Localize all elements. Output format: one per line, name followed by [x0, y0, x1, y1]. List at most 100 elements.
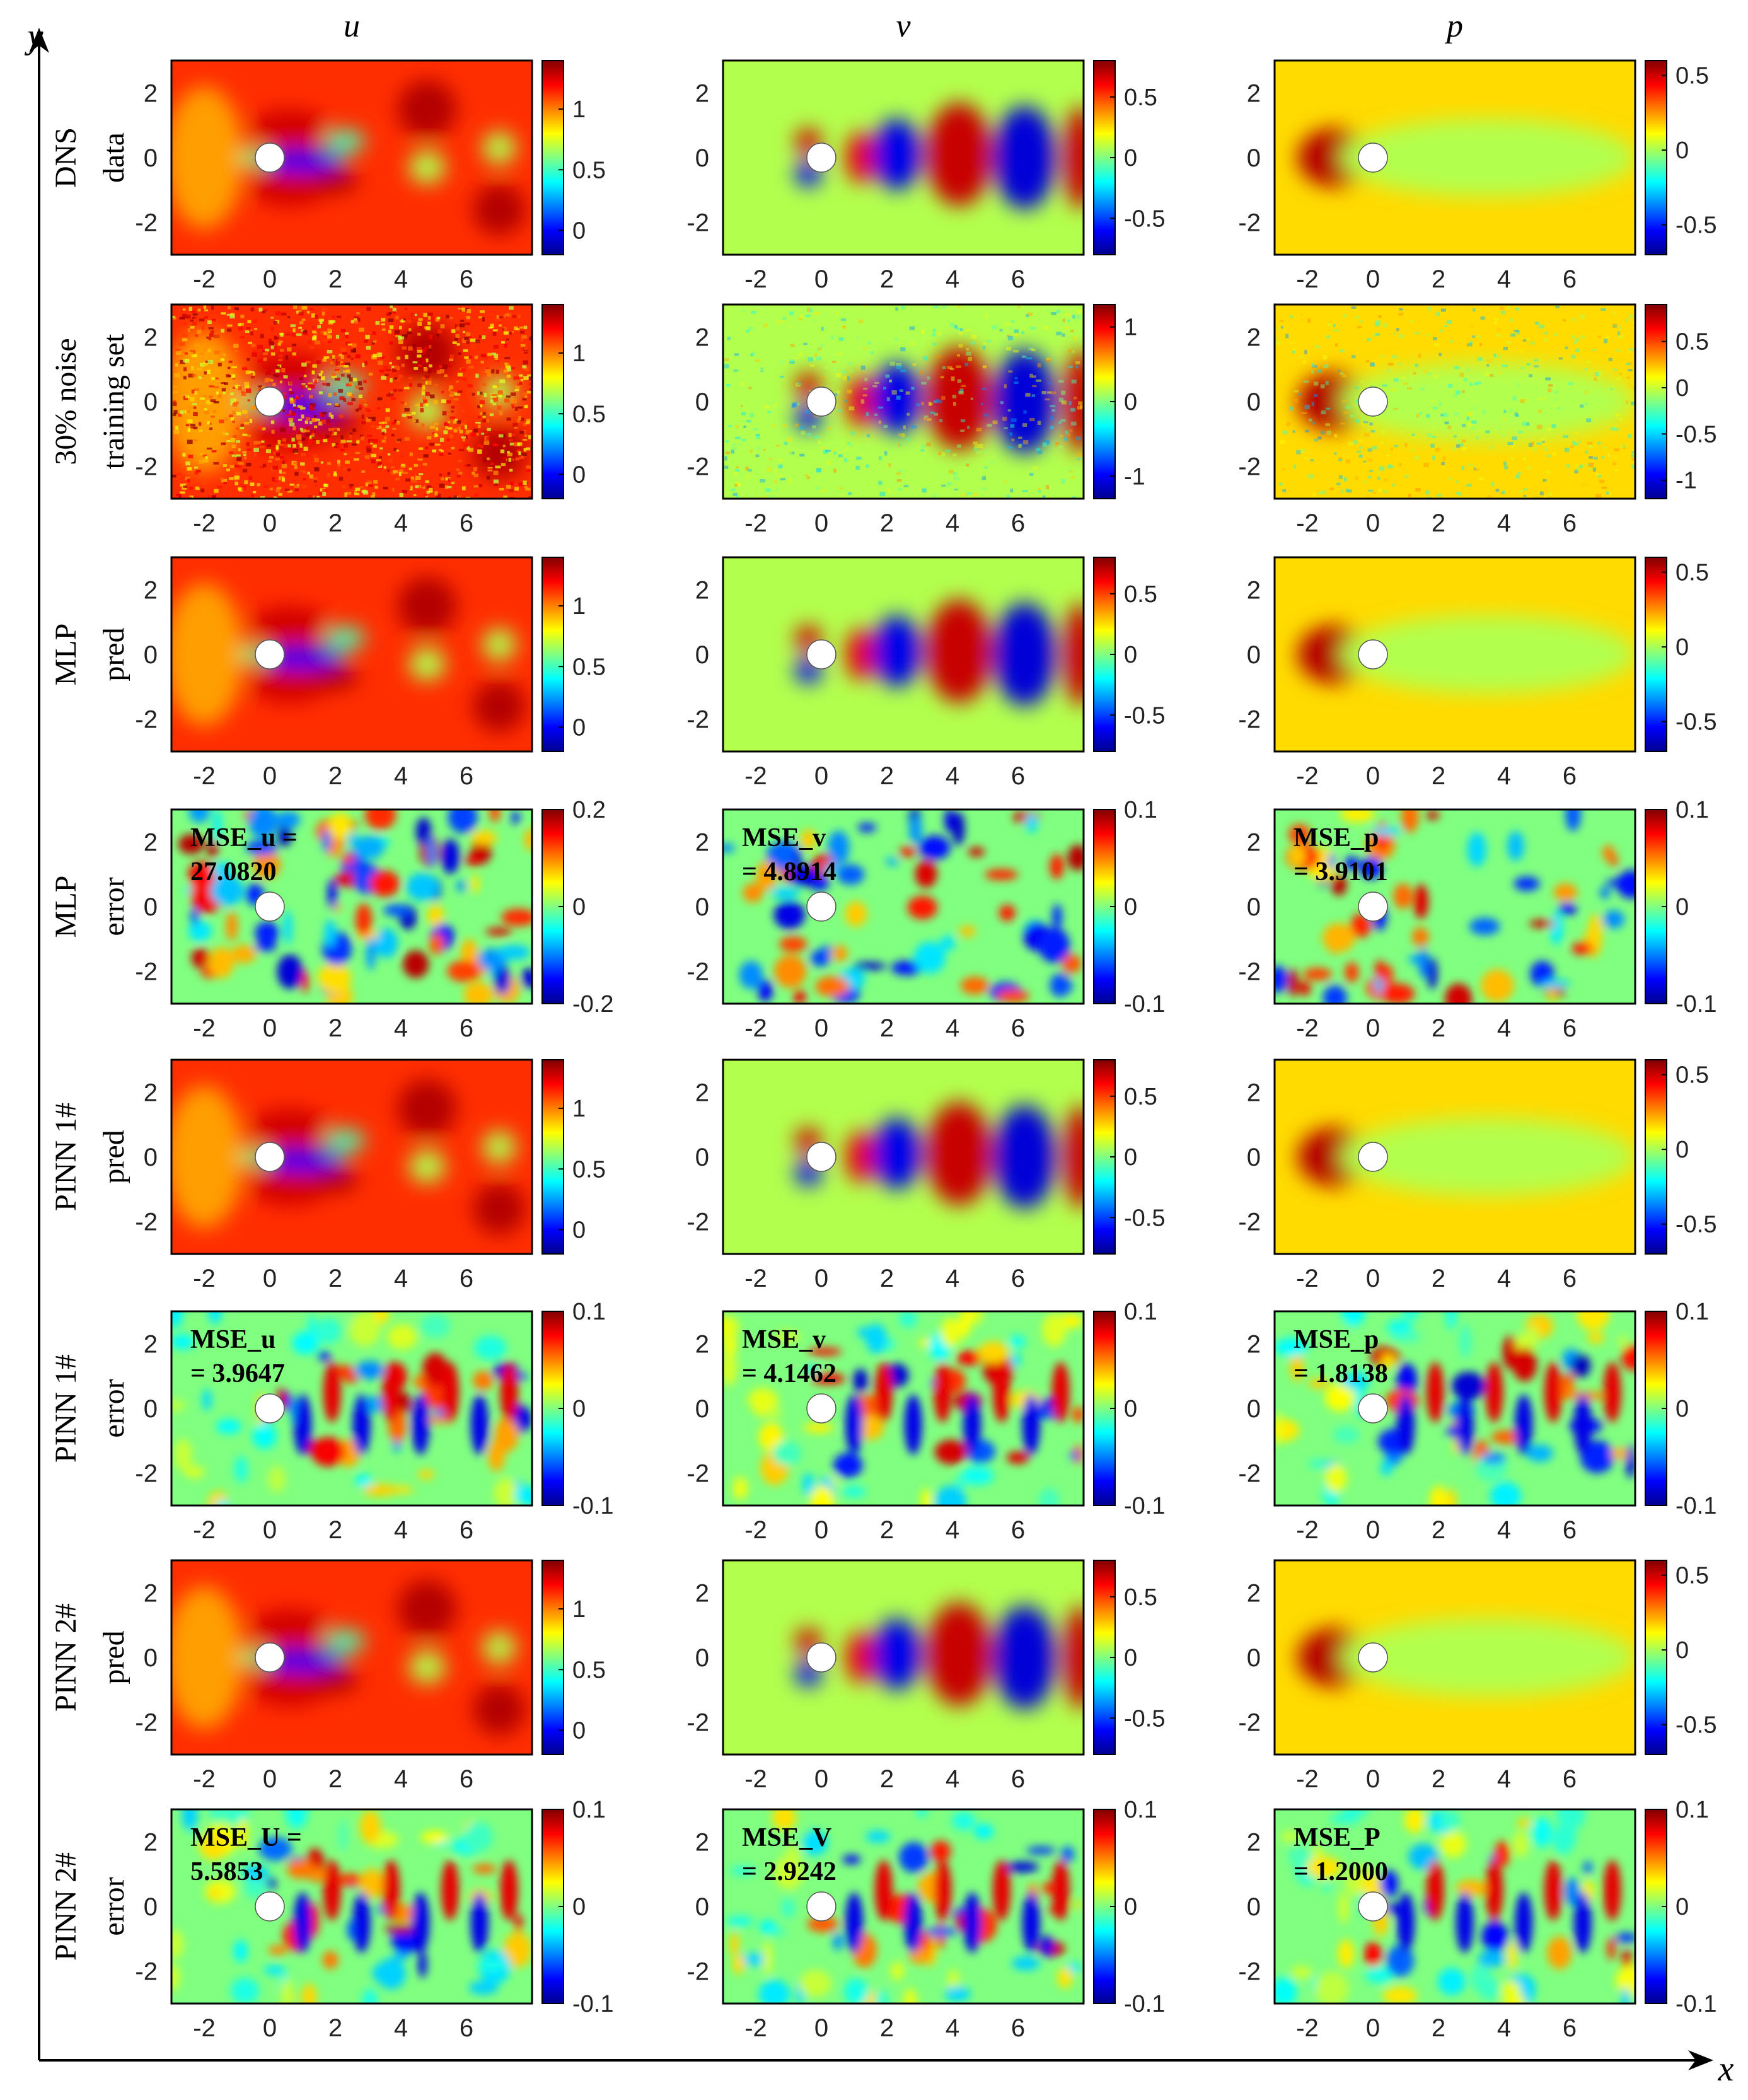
y-tick-label: 0: [695, 893, 709, 921]
y-tick-label: 2: [695, 1330, 709, 1358]
colorbar-tick-label: -0.5: [1676, 212, 1716, 239]
y-tick-label: 0: [1247, 1893, 1261, 1921]
cylinder-marker: [806, 1142, 836, 1172]
x-tick-label: -2: [1296, 1265, 1319, 1292]
colorbar-tick-label: -0.1: [1124, 991, 1165, 1018]
y-tick-label: 2: [695, 1579, 709, 1607]
y-tick-label: 2: [144, 828, 158, 856]
panel-p: -2 0 2 4 6 -2 0 2 0.1 0 -0.1 MSE_p = 3.9101: [1238, 797, 1716, 1042]
colorbar-tick-label: 0: [572, 715, 586, 741]
field-map: [723, 61, 1084, 255]
y-tick-label: 2: [144, 1330, 158, 1358]
x-tick-label: 2: [880, 762, 894, 790]
mse-value: 27.0820: [190, 857, 277, 886]
plot-frame: [1273, 1808, 1636, 2005]
x-tick-label: 0: [814, 2014, 828, 2042]
x-tick-label: 2: [880, 1014, 894, 1042]
x-tick-label: 2: [880, 2014, 894, 2042]
panel-p: -2 0 2 4 6 -2 0 2 0.1 0 -0.1 MSE_P = 1.2000: [1238, 1797, 1716, 2042]
x-tick-label: 2: [328, 2014, 342, 2042]
mse-value: = 3.9101: [1294, 857, 1388, 886]
y-tick-label: 0: [695, 144, 709, 172]
x-tick-label: -2: [744, 1265, 767, 1292]
colorbar-tick-label: 0: [1676, 634, 1689, 661]
x-tick-label: 4: [946, 2014, 959, 2042]
mse-value: 5.5853: [190, 1857, 263, 1886]
y-tick-label: 2: [1247, 1330, 1261, 1358]
panel-v: -2 0 2 4 6 -2 0 2 0.5 0 -0.5: [686, 556, 1165, 790]
x-tick-label: 4: [394, 265, 408, 293]
colorbar-tick-label: 0.1: [1676, 797, 1709, 823]
x-tick-label: 0: [814, 1516, 828, 1544]
mse-value: = 3.9647: [190, 1359, 285, 1388]
cylinder-marker: [806, 1393, 836, 1424]
y-tick-label: -2: [135, 958, 158, 986]
column-title-p: p: [1444, 8, 1463, 44]
x-tick-label: 4: [946, 1265, 959, 1292]
plot-frame: [170, 1559, 533, 1756]
panel-v: -2 0 2 4 6 -2 0 2 0.1 0 -0.1 MSE_v = 4.8914: [686, 797, 1165, 1042]
row-sublabel: pred: [97, 1630, 130, 1684]
colorbar-tick-label: -1: [1124, 463, 1145, 490]
row-label-group: PINN 2# error: [49, 1852, 130, 1961]
cylinder-marker: [1358, 891, 1388, 922]
colorbar-tick-label: 1: [572, 1596, 586, 1623]
x-tick-label: 6: [1011, 1516, 1025, 1544]
x-tick-label: 2: [328, 265, 342, 293]
row-label: DNS: [49, 127, 83, 188]
colorbar-tick-label: -0.1: [1676, 1493, 1716, 1519]
plot-frame: [170, 808, 533, 1005]
colorbar-tick-label: -0.5: [1676, 421, 1716, 448]
y-tick-label: 0: [1247, 1144, 1261, 1171]
x-tick-label: 2: [1432, 2014, 1445, 2042]
field-map: [1275, 305, 1635, 499]
colorbar-tick-label: 0.5: [572, 1156, 606, 1183]
y-tick-label: 0: [144, 1144, 158, 1171]
x-tick-label: 6: [1011, 1014, 1025, 1042]
colorbar-tick-label: 0: [1124, 1396, 1137, 1422]
plot-frame: [722, 1310, 1085, 1507]
x-tick-label: 0: [263, 1765, 277, 1793]
x-tick-label: 0: [1366, 762, 1380, 790]
y-tick-label: 0: [695, 388, 709, 416]
x-tick-label: 0: [814, 1014, 828, 1042]
y-tick-label: 0: [695, 1395, 709, 1423]
cylinder-marker: [1358, 1393, 1388, 1424]
panel-u: -2 0 2 4 6 -2 0 2 1 0.5 0: [135, 556, 606, 790]
colorbar-tick-label: -0.1: [1124, 1493, 1165, 1519]
plot-frame: [1273, 59, 1636, 256]
y-tick-label: 2: [144, 576, 158, 604]
panel-v: -2 0 2 4 6 -2 0 2 0.5 0 -0.5: [686, 1559, 1165, 1793]
colorbar-tick-label: 0.5: [1124, 1584, 1157, 1611]
x-tick-label: 4: [394, 2014, 408, 2042]
colorbar-tick-label: 0.5: [1124, 1084, 1157, 1110]
colorbar-tick-label: 0: [572, 218, 586, 245]
colorbar-tick-label: 0.5: [1124, 581, 1157, 608]
y-tick-label: 2: [1247, 323, 1261, 351]
colorbar-tick-label: 0: [1676, 1396, 1689, 1422]
y-tick-label: 2: [1247, 1579, 1261, 1607]
y-tick-label: 2: [144, 1828, 158, 1856]
panel-p: -2 0 2 4 6 -2 0 2 0.5 0 -0.5 -1: [1238, 303, 1716, 537]
cylinder-marker: [806, 386, 836, 417]
colorbar-tick-label: 1: [572, 96, 586, 123]
global-axes: yx: [25, 17, 1734, 2089]
colorbar: [541, 304, 564, 499]
colorbar-tick-label: 0: [1124, 642, 1137, 668]
y-tick-label: -2: [135, 1209, 158, 1236]
field-map: [171, 809, 532, 1004]
colorbar-tick-label: 0.5: [1124, 84, 1157, 111]
plot-frame: [722, 1059, 1085, 1255]
x-tick-label: 4: [1497, 2014, 1511, 2042]
colorbar-tick-label: 0.1: [1124, 1797, 1157, 1823]
colorbar-tick-label: -0.1: [572, 1493, 613, 1519]
cylinder-marker: [806, 639, 836, 670]
panel-u: -2 0 2 4 6 -2 0 2 1 0.5 0: [135, 59, 606, 293]
y-tick-label: 2: [1247, 79, 1261, 107]
y-tick-label: 2: [1247, 1828, 1261, 1856]
mse-label: MSE_P: [1294, 1823, 1380, 1852]
mse-label: MSE_u: [190, 1325, 275, 1354]
panel-p: -2 0 2 4 6 -2 0 2 0.1 0 -0.1 MSE_p = 1.8138: [1238, 1299, 1716, 1544]
